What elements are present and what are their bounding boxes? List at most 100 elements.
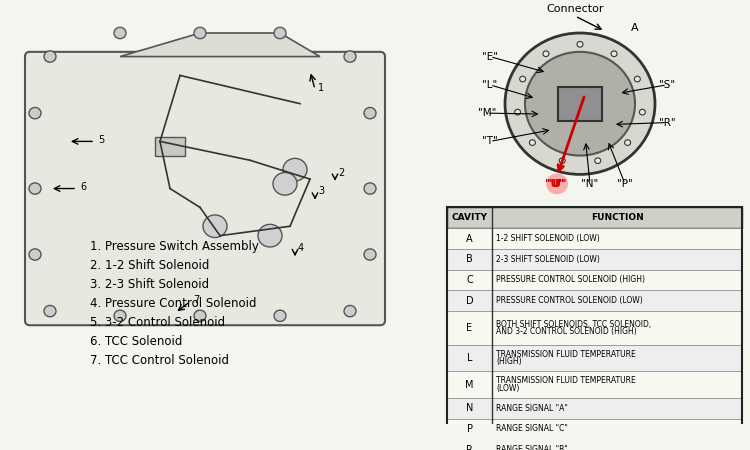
Text: 2. 1-2 Shift Solenoid: 2. 1-2 Shift Solenoid — [90, 259, 209, 272]
Circle shape — [505, 33, 655, 175]
Circle shape — [514, 109, 520, 115]
Circle shape — [364, 249, 376, 260]
FancyBboxPatch shape — [25, 52, 385, 325]
Circle shape — [29, 108, 41, 119]
Circle shape — [364, 183, 376, 194]
Circle shape — [577, 41, 583, 47]
Text: 4: 4 — [298, 243, 304, 253]
Bar — [447, 290, 742, 311]
Text: 3. 2-3 Shift Solenoid: 3. 2-3 Shift Solenoid — [90, 278, 209, 291]
Text: RANGE SIGNAL "A": RANGE SIGNAL "A" — [496, 404, 568, 413]
Text: D: D — [466, 296, 473, 306]
Text: (HIGH): (HIGH) — [496, 357, 522, 366]
Circle shape — [194, 27, 206, 39]
Circle shape — [44, 51, 56, 62]
Bar — [447, 398, 742, 418]
Circle shape — [114, 310, 126, 321]
Text: B: B — [466, 254, 472, 264]
Text: "U": "U" — [548, 179, 567, 189]
Text: R: R — [466, 445, 473, 450]
Text: P: P — [466, 424, 472, 434]
Circle shape — [273, 172, 297, 195]
Text: 6. TCC Solenoid: 6. TCC Solenoid — [90, 335, 182, 348]
Circle shape — [114, 27, 126, 39]
Text: "N": "N" — [581, 179, 598, 189]
Text: Connector: Connector — [546, 4, 604, 14]
Text: 7. TCC Control Solenoid: 7. TCC Control Solenoid — [90, 354, 229, 366]
Circle shape — [625, 140, 631, 145]
Text: PRESSURE CONTROL SOLENOID (LOW): PRESSURE CONTROL SOLENOID (LOW) — [496, 296, 643, 305]
Bar — [447, 207, 742, 228]
Text: "S": "S" — [659, 80, 675, 90]
Text: 6: 6 — [80, 182, 86, 192]
Polygon shape — [120, 33, 320, 57]
Circle shape — [520, 76, 526, 82]
Bar — [155, 137, 185, 156]
Text: RANGE SIGNAL "B": RANGE SIGNAL "B" — [496, 445, 568, 450]
Circle shape — [194, 310, 206, 321]
Circle shape — [611, 51, 617, 57]
Text: PRESSURE CONTROL SOLENOID (HIGH): PRESSURE CONTROL SOLENOID (HIGH) — [496, 275, 645, 284]
Text: A: A — [466, 234, 472, 243]
Circle shape — [344, 51, 356, 62]
Circle shape — [546, 173, 568, 194]
Text: E: E — [466, 323, 472, 333]
Text: 1: 1 — [318, 83, 324, 93]
Circle shape — [44, 306, 56, 317]
Bar — [447, 345, 742, 371]
Text: TRANSMISSION FLUID TEMPERATURE: TRANSMISSION FLUID TEMPERATURE — [496, 350, 636, 359]
Text: C: C — [466, 275, 472, 285]
Circle shape — [634, 76, 640, 82]
Bar — [447, 371, 742, 398]
Bar — [447, 270, 742, 290]
Text: 5. 3-2 Control Solenoid: 5. 3-2 Control Solenoid — [90, 316, 225, 329]
Text: "U": "U" — [545, 179, 565, 189]
Circle shape — [274, 27, 286, 39]
Text: "T": "T" — [482, 136, 498, 146]
Text: N: N — [466, 403, 473, 413]
Bar — [447, 249, 742, 270]
Circle shape — [344, 306, 356, 317]
Text: FUNCTION: FUNCTION — [591, 213, 644, 222]
Text: 4. Pressure Control Solenoid: 4. Pressure Control Solenoid — [90, 297, 256, 310]
Text: 1. Pressure Switch Assembly: 1. Pressure Switch Assembly — [90, 240, 259, 253]
Bar — [447, 439, 742, 450]
Text: 5: 5 — [98, 135, 104, 144]
Text: "P": "P" — [617, 179, 633, 189]
Text: "M": "M" — [478, 108, 496, 118]
Bar — [447, 207, 742, 450]
Circle shape — [560, 158, 566, 163]
Text: 3: 3 — [318, 186, 324, 196]
Text: 2-3 SHIFT SOLENOID (LOW): 2-3 SHIFT SOLENOID (LOW) — [496, 255, 600, 264]
Circle shape — [543, 51, 549, 57]
Circle shape — [639, 109, 645, 115]
Bar — [447, 311, 742, 345]
Text: "E": "E" — [482, 52, 498, 62]
Text: "R": "R" — [658, 117, 675, 127]
Text: (LOW): (LOW) — [496, 384, 519, 393]
Text: TRANSMISSION FLUID TEMPERATURE: TRANSMISSION FLUID TEMPERATURE — [496, 376, 636, 385]
Bar — [447, 418, 742, 439]
Text: A: A — [632, 23, 639, 33]
Circle shape — [530, 140, 536, 145]
Text: 1-2 SHIFT SOLENOID (LOW): 1-2 SHIFT SOLENOID (LOW) — [496, 234, 600, 243]
Text: L: L — [466, 353, 472, 363]
Text: AND 3-2 CONTROL SOLENOID (HIGH): AND 3-2 CONTROL SOLENOID (HIGH) — [496, 327, 637, 336]
Circle shape — [29, 183, 41, 194]
Circle shape — [258, 225, 282, 247]
Circle shape — [29, 249, 41, 260]
Text: "L": "L" — [482, 80, 498, 90]
Text: 2: 2 — [338, 167, 344, 177]
Text: CAVITY: CAVITY — [452, 213, 488, 222]
Text: 7: 7 — [193, 295, 200, 305]
Circle shape — [595, 158, 601, 163]
Circle shape — [525, 52, 635, 156]
Bar — [447, 228, 742, 249]
Text: BOTH SHIFT SOLENOIDS, TCC SOLENOID,: BOTH SHIFT SOLENOIDS, TCC SOLENOID, — [496, 320, 651, 329]
Circle shape — [274, 310, 286, 321]
Circle shape — [283, 158, 307, 181]
Text: M: M — [465, 380, 474, 390]
Text: RANGE SIGNAL "C": RANGE SIGNAL "C" — [496, 424, 568, 433]
Circle shape — [203, 215, 227, 238]
Bar — [558, 87, 602, 121]
